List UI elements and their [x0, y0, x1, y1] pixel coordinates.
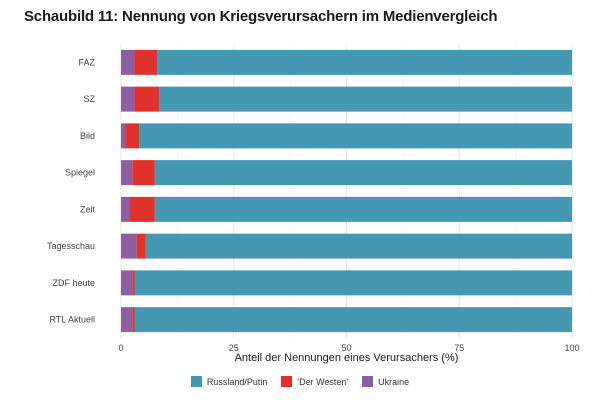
x-axis-title: Anteil der Nennungen eines Verursachers …: [234, 352, 459, 364]
bar-segment-der-westen: [134, 49, 158, 75]
legend-label: Ukraine: [378, 376, 410, 387]
y-tick-label: ZDF heute: [52, 278, 95, 288]
y-tick-label: SZ: [83, 94, 95, 104]
bar-segment-russland-putin: [139, 123, 573, 149]
legend-item: 'Der Westen': [281, 376, 348, 387]
bar-segment-russland-putin: [134, 270, 572, 296]
bar-segment-der-westen: [125, 123, 140, 149]
bar-segment-ukraine: [121, 196, 131, 222]
bar-segment-der-westen: [130, 196, 155, 222]
x-tick-label: 50: [341, 343, 351, 353]
y-tick-label: Bild: [80, 131, 95, 141]
bar-segment-der-westen: [132, 270, 135, 296]
bar-segment-russland-putin: [145, 233, 572, 259]
y-tick-label: RTL Aktuell: [49, 315, 95, 325]
legend-item: Russland/Putin: [190, 376, 268, 387]
bar-segment-ukraine: [121, 270, 133, 296]
x-tick-label: 25: [229, 343, 239, 353]
bar-segment-russland-putin: [157, 49, 572, 75]
bar-segment-ukraine: [121, 307, 133, 333]
legend-swatch: [190, 376, 202, 387]
legend-swatch: [281, 376, 293, 387]
legend-label: Russland/Putin: [206, 376, 268, 387]
x-tick-label: 0: [118, 343, 123, 353]
bar-segment-ukraine: [121, 86, 135, 112]
legend-swatch: [362, 376, 374, 387]
y-tick-label: Spiegel: [65, 168, 95, 178]
y-tick-label: Tagesschau: [47, 241, 95, 251]
x-tick-label: 100: [564, 343, 579, 353]
y-tick-label: FAZ: [78, 57, 95, 67]
bar-segment-russland-putin: [154, 160, 572, 186]
y-tick-label: Zeit: [80, 204, 96, 214]
legend-label: 'Der Westen': [297, 376, 349, 387]
x-tick-label: 75: [454, 343, 464, 353]
bar-segment-ukraine: [121, 49, 135, 75]
bar-segment-der-westen: [132, 160, 155, 186]
bar-segment-russland-putin: [154, 196, 572, 222]
chart-title: Schaubild 11: Nennung von Kriegsverursac…: [24, 8, 498, 25]
bar-segment-ukraine: [121, 160, 133, 186]
legend-item: Ukraine: [362, 376, 409, 387]
bar-segment-der-westen: [134, 86, 160, 112]
legend: Russland/Putin 'Der Westen' Ukraine: [0, 376, 600, 387]
bar-segment-ukraine: [121, 233, 137, 259]
bar-segment-russland-putin: [134, 307, 572, 333]
bar-segment-russland-putin: [159, 86, 572, 112]
bar-segment-der-westen: [132, 307, 135, 333]
bar-segment-ukraine: [121, 123, 126, 149]
bar-segment-der-westen: [136, 233, 146, 259]
